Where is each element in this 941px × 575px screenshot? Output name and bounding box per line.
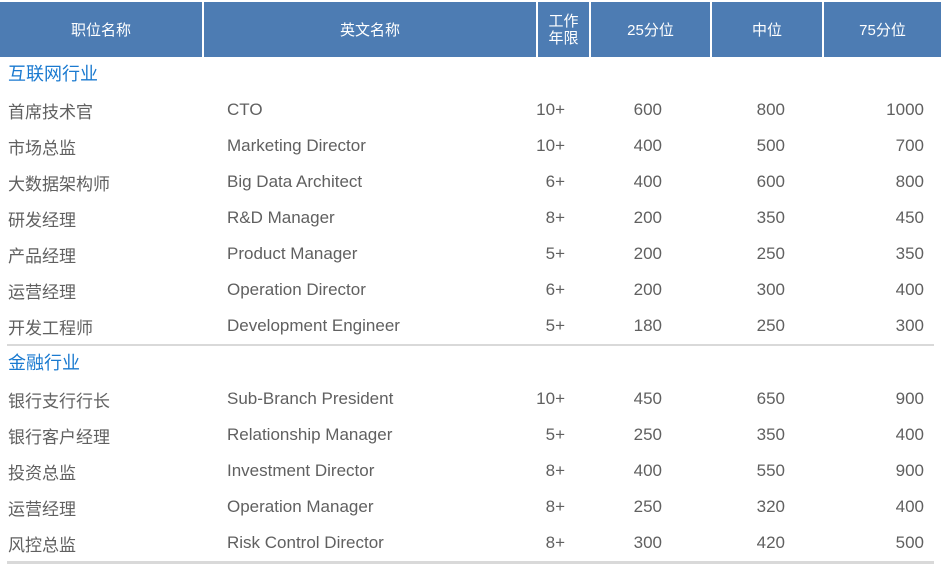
cell-p75: 1000 [886, 100, 924, 119]
cell-median: 550 [756, 461, 785, 480]
section-title: 互联网行业 [8, 64, 98, 84]
col-header-years: 工作年限 [536, 2, 589, 57]
cell-p75: 700 [895, 136, 924, 155]
cell-position-cn: 开发工程师 [8, 318, 93, 338]
cell-years: 10+ [536, 389, 565, 408]
cell-years: 5+ [545, 244, 565, 263]
section-divider [7, 561, 934, 564]
cell-median: 500 [756, 136, 785, 155]
cell-position-cn: 运营经理 [8, 499, 76, 519]
cell-years: 8+ [545, 461, 565, 480]
cell-position-en: Sub-Branch President [227, 389, 394, 408]
cell-p25: 400 [633, 136, 662, 155]
cell-years: 8+ [545, 497, 565, 516]
table-row: 市场总监 Marketing Director 10+ 400 500 700 [0, 128, 941, 164]
cell-p75: 500 [895, 533, 924, 552]
cell-position-en: Operation Director [227, 280, 366, 299]
table-row: 银行客户经理 Relationship Manager 5+ 250 350 4… [0, 417, 941, 453]
cell-position-en: Development Engineer [227, 316, 400, 335]
cell-p25: 200 [633, 244, 662, 263]
table-row: 投资总监 Investment Director 8+ 400 550 900 [0, 453, 941, 489]
cell-position-cn: 风控总监 [8, 535, 76, 555]
cell-position-en: Investment Director [227, 461, 375, 480]
cell-p25: 250 [633, 497, 662, 516]
cell-median: 800 [756, 100, 785, 119]
col-header-position-cn: 职位名称 [70, 22, 131, 39]
cell-p75: 400 [895, 497, 924, 516]
cell-years: 6+ [545, 280, 565, 299]
table-body: 互联网行业 首席技术官 CTO 10+ 600 800 1000 市场总监 Ma… [0, 57, 941, 564]
table-row: 大数据架构师 Big Data Architect 6+ 400 600 800 [0, 164, 941, 200]
table-row: 银行支行行长 Sub-Branch President 10+ 450 650 … [0, 381, 941, 417]
cell-years: 5+ [545, 316, 565, 335]
col-header-position-en: 英文名称 [202, 2, 536, 57]
cell-position-en: R&D Manager [227, 208, 335, 227]
cell-p25: 300 [633, 533, 662, 552]
table-row: 研发经理 R&D Manager 8+ 200 350 450 [0, 200, 941, 236]
cell-median: 600 [756, 172, 785, 191]
table-row: 风控总监 Risk Control Director 8+ 300 420 50… [0, 525, 941, 561]
cell-median: 250 [756, 316, 785, 335]
cell-p25: 400 [633, 461, 662, 480]
cell-position-cn: 银行支行行长 [8, 391, 110, 411]
cell-p25: 180 [633, 316, 662, 335]
col-header-years-label: 工作年限 [548, 12, 579, 47]
col-header-p25: 25分位 [589, 2, 710, 57]
cell-p75: 300 [895, 316, 924, 335]
cell-position-cn: 投资总监 [8, 463, 76, 483]
cell-position-en: Risk Control Director [227, 533, 384, 552]
cell-p75: 350 [895, 244, 924, 263]
cell-p25: 450 [633, 389, 662, 408]
cell-p25: 400 [633, 172, 662, 191]
cell-years: 6+ [545, 172, 565, 191]
cell-p25: 600 [633, 100, 662, 119]
col-header-median: 中位 [710, 2, 822, 57]
cell-p25: 200 [633, 280, 662, 299]
cell-years: 5+ [545, 425, 565, 444]
cell-position-cn: 市场总监 [8, 138, 76, 158]
table-row: 运营经理 Operation Manager 8+ 250 320 400 [0, 489, 941, 525]
cell-p75: 800 [895, 172, 924, 191]
table-row: 运营经理 Operation Director 6+ 200 300 400 [0, 272, 941, 308]
cell-p75: 450 [895, 208, 924, 227]
cell-median: 320 [756, 497, 785, 516]
cell-position-cn: 首席技术官 [8, 102, 93, 122]
cell-median: 250 [756, 244, 785, 263]
cell-p75: 900 [895, 389, 924, 408]
cell-median: 350 [756, 208, 785, 227]
cell-position-cn: 银行客户经理 [8, 427, 110, 447]
cell-position-en: Product Manager [227, 244, 358, 263]
table-header-row: 职位名称 英文名称 工作年限 25分位 中位 75分位 [0, 2, 941, 57]
cell-position-cn: 运营经理 [8, 282, 76, 302]
cell-p75: 900 [895, 461, 924, 480]
cell-years: 8+ [545, 208, 565, 227]
table-row: 产品经理 Product Manager 5+ 200 250 350 [0, 236, 941, 272]
cell-p25: 250 [633, 425, 662, 444]
cell-median: 420 [756, 533, 785, 552]
cell-years: 10+ [536, 100, 565, 119]
cell-years: 10+ [536, 136, 565, 155]
table-row: 首席技术官 CTO 10+ 600 800 1000 [0, 92, 941, 128]
cell-position-cn: 研发经理 [8, 210, 76, 230]
table-row: 开发工程师 Development Engineer 5+ 180 250 30… [0, 308, 941, 344]
cell-median: 650 [756, 389, 785, 408]
cell-median: 350 [756, 425, 785, 444]
cell-p75: 400 [895, 425, 924, 444]
section-title: 金融行业 [8, 353, 80, 373]
cell-median: 300 [756, 280, 785, 299]
cell-position-en: Big Data Architect [227, 172, 363, 191]
cell-p25: 200 [633, 208, 662, 227]
cell-position-en: Relationship Manager [227, 425, 393, 444]
cell-position-cn: 产品经理 [8, 246, 76, 266]
cell-position-en: Marketing Director [227, 136, 366, 155]
cell-years: 8+ [545, 533, 565, 552]
cell-position-en: CTO [227, 100, 263, 119]
col-header-p75: 75分位 [822, 2, 941, 57]
cell-position-cn: 大数据架构师 [8, 174, 110, 194]
cell-p75: 400 [895, 280, 924, 299]
section-divider [7, 344, 934, 346]
cell-position-en: Operation Manager [227, 497, 374, 516]
